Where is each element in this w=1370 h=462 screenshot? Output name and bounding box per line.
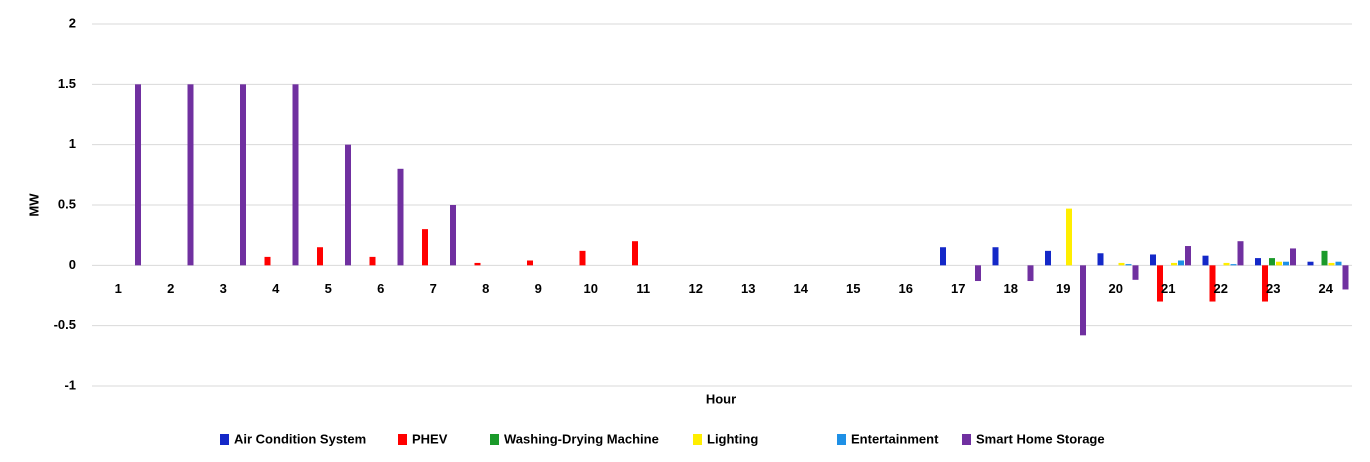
y-tick-label: 1.5 — [58, 76, 76, 91]
x-tick-label: 5 — [325, 281, 332, 296]
y-tick-label: -0.5 — [54, 317, 76, 332]
bar — [1321, 250, 1328, 266]
x-tick-label: 22 — [1214, 281, 1228, 296]
legend-label: Washing-Drying Machine — [504, 431, 659, 446]
legend-label: Smart Home Storage — [976, 431, 1105, 446]
x-tick-label: 16 — [899, 281, 913, 296]
bar — [1255, 258, 1261, 266]
bar — [1080, 265, 1086, 336]
y-tick-label: 2 — [69, 15, 76, 30]
bar — [1290, 248, 1296, 266]
y-tick-label: 0 — [69, 257, 76, 272]
bar — [1283, 261, 1289, 266]
bar — [397, 168, 404, 266]
bar — [579, 250, 586, 266]
bar — [1066, 208, 1072, 266]
x-tick-label: 4 — [272, 281, 280, 296]
bar — [1262, 265, 1268, 302]
legend-swatch — [398, 434, 407, 445]
y-tick-label: 1 — [69, 136, 76, 151]
bar — [1230, 264, 1237, 266]
x-tick-label: 21 — [1161, 281, 1175, 296]
x-tick-label: 6 — [377, 281, 384, 296]
bar — [1027, 265, 1034, 282]
y-tick-label: 0.5 — [58, 196, 76, 211]
x-tick-label: 9 — [535, 281, 542, 296]
x-tick-label: 7 — [430, 281, 437, 296]
bar — [1157, 265, 1163, 302]
x-tick-label: 20 — [1109, 281, 1123, 296]
bar — [369, 256, 376, 266]
legend-swatch — [962, 434, 971, 445]
x-tick-label: 3 — [220, 281, 227, 296]
bar — [135, 84, 141, 266]
x-tick-label: 2 — [167, 281, 174, 296]
legend-swatch — [490, 434, 499, 445]
bar — [1269, 258, 1275, 266]
bar — [1171, 262, 1177, 266]
legend-label: PHEV — [412, 431, 448, 446]
bar — [1150, 254, 1156, 266]
bar — [975, 265, 981, 282]
bar — [1328, 262, 1335, 266]
x-tick-label: 18 — [1004, 281, 1018, 296]
legend-swatch — [837, 434, 846, 445]
legend-swatch — [693, 434, 702, 445]
bar — [450, 205, 456, 266]
bar — [187, 84, 194, 266]
legend-label: Air Condition System — [234, 431, 366, 446]
bar — [292, 84, 299, 266]
bar — [527, 260, 533, 266]
x-tick-label: 14 — [794, 281, 809, 296]
bar — [1202, 255, 1209, 266]
x-tick-label: 8 — [482, 281, 489, 296]
x-tick-label: 13 — [741, 281, 755, 296]
bar — [1237, 241, 1244, 266]
bar — [992, 247, 999, 266]
bar — [632, 241, 638, 266]
bar — [1223, 262, 1230, 266]
bar — [1178, 260, 1184, 266]
y-axis-label: MW — [26, 193, 41, 217]
legend-label: Entertainment — [851, 431, 939, 446]
bar — [1335, 261, 1342, 266]
x-tick-label: 24 — [1319, 281, 1334, 296]
bar — [1276, 261, 1282, 266]
bar — [1307, 261, 1314, 266]
y-tick-label: -1 — [64, 377, 76, 392]
bar — [240, 84, 246, 266]
legend-label: Lighting — [707, 431, 758, 446]
x-tick-label: 17 — [951, 281, 965, 296]
bar — [264, 256, 271, 266]
x-tick-label: 1 — [115, 281, 122, 296]
x-tick-label: 23 — [1266, 281, 1280, 296]
x-tick-label: 19 — [1056, 281, 1070, 296]
bar — [1209, 265, 1216, 302]
bar — [1045, 250, 1051, 266]
bar — [1097, 253, 1104, 266]
bar — [1132, 265, 1139, 280]
x-tick-label: 12 — [689, 281, 703, 296]
bar — [1118, 262, 1125, 266]
bar — [317, 247, 323, 266]
bar — [1342, 265, 1349, 290]
x-tick-label: 10 — [584, 281, 598, 296]
bar — [422, 229, 428, 266]
bar — [940, 247, 946, 266]
bar — [1185, 246, 1191, 266]
bar — [474, 262, 481, 266]
legend-swatch — [220, 434, 229, 445]
x-axis-label: Hour — [706, 391, 736, 406]
x-tick-label: 15 — [846, 281, 860, 296]
bar — [345, 144, 351, 266]
x-tick-label: 11 — [636, 281, 650, 296]
bar — [1125, 264, 1132, 266]
